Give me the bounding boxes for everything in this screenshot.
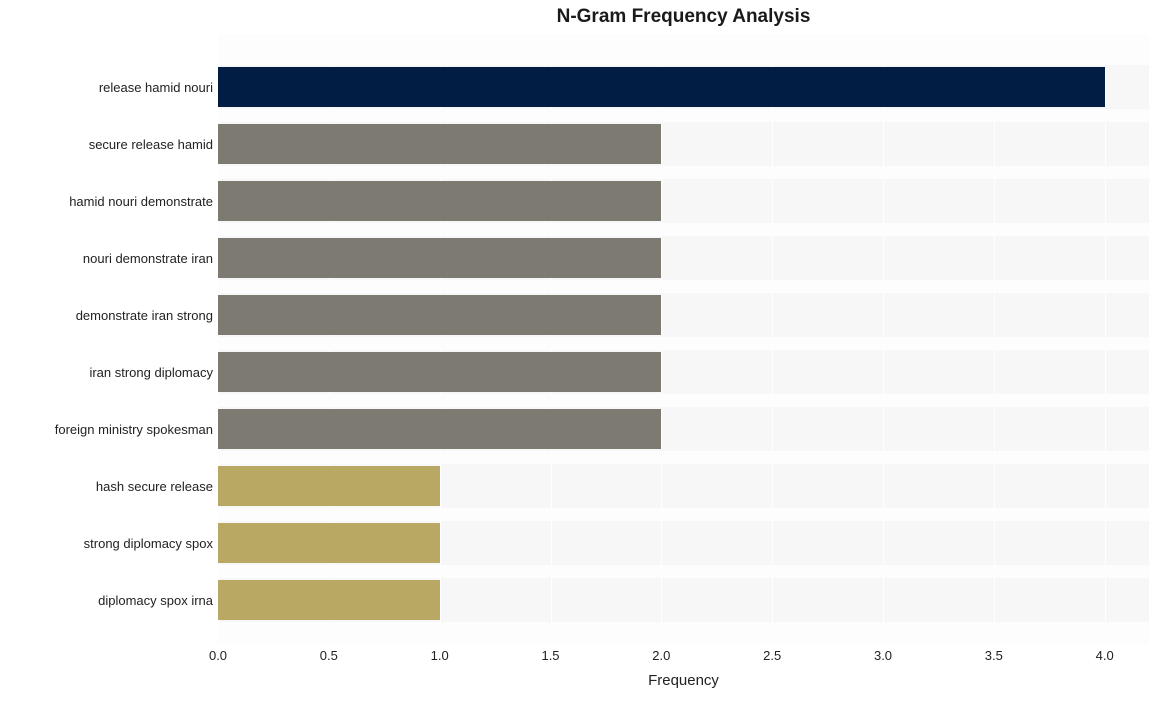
grid-band-horizontal — [218, 565, 1149, 578]
y-tick-label: hamid nouri demonstrate — [3, 195, 213, 208]
x-tick-label: 1.5 — [541, 648, 559, 663]
bar — [218, 181, 661, 221]
y-tick-label: diplomacy spox irna — [3, 594, 213, 607]
y-tick-label: demonstrate iran strong — [3, 309, 213, 322]
grid-band-horizontal — [218, 622, 1149, 644]
bar — [218, 409, 661, 449]
x-tick-label: 2.0 — [652, 648, 670, 663]
grid-band-horizontal — [218, 166, 1149, 179]
bar — [218, 295, 661, 335]
grid-band-horizontal — [218, 223, 1149, 236]
grid-band-horizontal — [218, 451, 1149, 464]
bar — [218, 580, 440, 620]
y-tick-label: strong diplomacy spox — [3, 537, 213, 550]
bar — [218, 352, 661, 392]
grid-band-horizontal — [218, 394, 1149, 407]
bar — [218, 466, 440, 506]
bar — [218, 238, 661, 278]
grid-band-horizontal — [218, 34, 1149, 65]
grid-band-horizontal — [218, 280, 1149, 293]
y-tick-label: iran strong diplomacy — [3, 366, 213, 379]
x-tick-label: 3.5 — [985, 648, 1003, 663]
bar — [218, 523, 440, 563]
y-tick-label: nouri demonstrate iran — [3, 252, 213, 265]
x-tick-label: 2.5 — [763, 648, 781, 663]
x-axis-label: Frequency — [218, 672, 1149, 689]
x-tick-label: 3.0 — [874, 648, 892, 663]
x-tick-label: 4.0 — [1096, 648, 1114, 663]
x-tick-label: 0.0 — [209, 648, 227, 663]
y-tick-label: secure release hamid — [3, 138, 213, 151]
x-tick-label: 1.0 — [431, 648, 449, 663]
grid-band-horizontal — [218, 109, 1149, 122]
chart-title: N-Gram Frequency Analysis — [218, 6, 1149, 28]
plot-area — [218, 34, 1149, 644]
bar — [218, 124, 661, 164]
y-tick-label: release hamid nouri — [3, 81, 213, 94]
y-tick-label: hash secure release — [3, 480, 213, 493]
y-tick-label: foreign ministry spokesman — [3, 423, 213, 436]
grid-band-horizontal — [218, 337, 1149, 350]
ngram-frequency-chart: N-Gram Frequency Analysis release hamid … — [0, 0, 1157, 701]
bar — [218, 67, 1105, 107]
x-tick-label: 0.5 — [320, 648, 338, 663]
grid-band-horizontal — [218, 508, 1149, 521]
